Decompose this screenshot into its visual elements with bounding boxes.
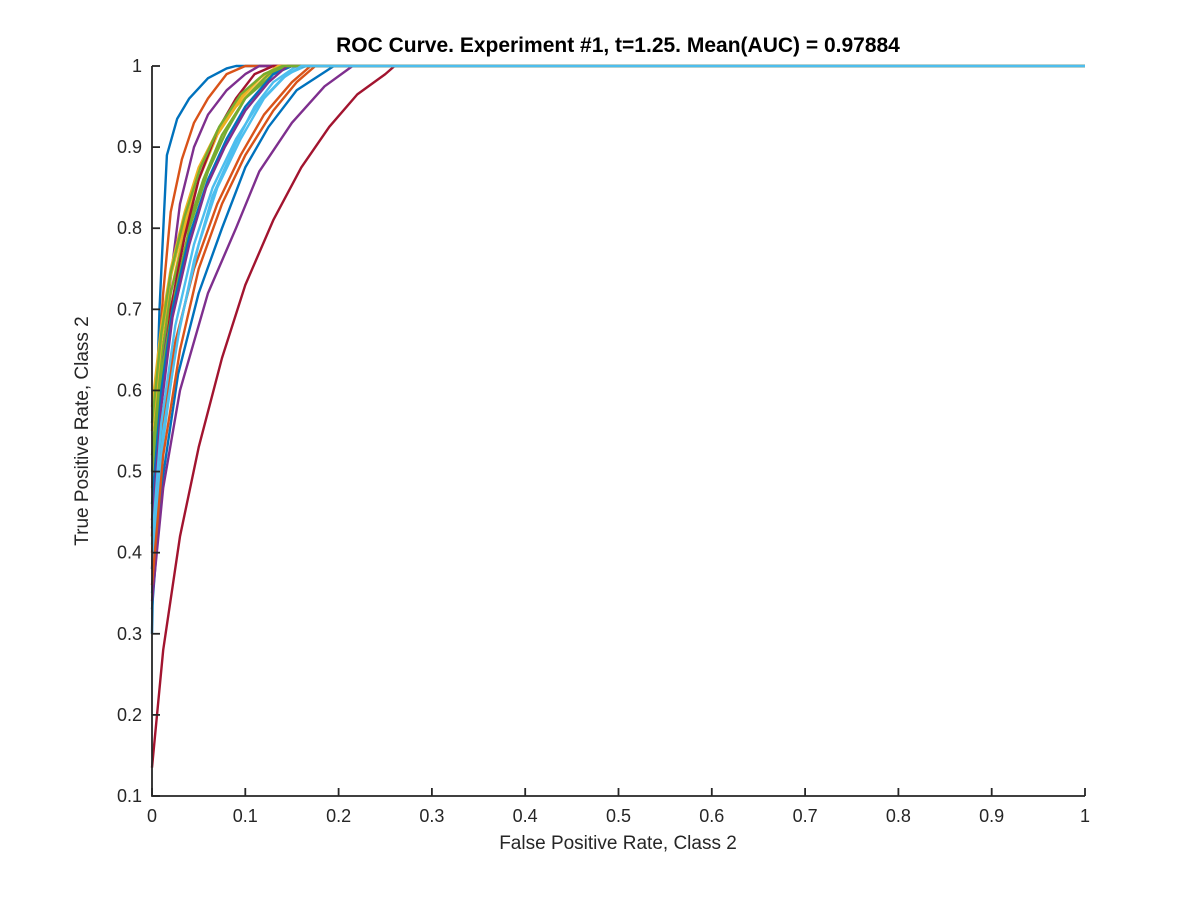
x-tick-label: 0.9	[979, 806, 1004, 826]
roc-curve-15	[150, 64, 1085, 505]
y-tick-label: 0.4	[117, 543, 142, 563]
roc-curve-10	[150, 64, 1085, 432]
x-tick-label: 1	[1080, 806, 1090, 826]
axes-group: 0 0.1 0.2 0.3 0.4 0.5 0.6 0.7 0.8 0.9 10.10.20.30.…	[117, 56, 1090, 826]
roc-curve-3	[150, 64, 1085, 488]
y-tick-label: 0.3	[117, 624, 142, 644]
x-tick-label: 0.5	[606, 806, 631, 826]
y-tick-label: 0.2	[117, 705, 142, 725]
axes-spines	[151, 66, 1085, 797]
y-tick-label: 0.5	[117, 462, 142, 482]
x-tick-label: 0.6	[699, 806, 724, 826]
y-tick-label: 0.6	[117, 380, 142, 400]
x-tick-label: 0.1	[233, 806, 258, 826]
roc-curve-20	[150, 64, 1085, 545]
x-tick-label: 0	[147, 806, 157, 826]
roc-curve-16	[150, 64, 1085, 586]
y-tick-label: 0.7	[117, 299, 142, 319]
y-tick-label: 0.8	[117, 218, 142, 238]
roc-curve-8	[150, 64, 1085, 610]
roc-curve-9	[150, 64, 1085, 553]
roc-curve-4	[150, 64, 1085, 569]
roc-curve-13	[150, 64, 1085, 569]
roc-curve-19	[150, 64, 1085, 424]
x-tick-label: 0.7	[793, 806, 818, 826]
x-tick-label: 0.8	[886, 806, 911, 826]
roc-curve-14	[150, 64, 1085, 768]
x-axis-label: False Positive Rate, Class 2	[499, 833, 737, 854]
roc-curve-12	[150, 64, 1085, 472]
roc-curve-7	[150, 64, 1085, 521]
y-axis-label: True Positive Rate, Class 2	[72, 316, 93, 546]
chart-title: ROC Curve. Experiment #1, t=1.25. Mean(A…	[336, 34, 900, 57]
y-tick-label: 0.9	[117, 137, 142, 157]
roc-curve-6	[150, 64, 1085, 594]
x-tick-label: 0.3	[419, 806, 444, 826]
roc-curve-2	[150, 64, 1085, 537]
y-tick-label: 1	[132, 56, 142, 76]
roc-curve-18	[150, 64, 1085, 529]
x-tick-label: 0.2	[326, 806, 351, 826]
roc-curve-11	[150, 64, 1085, 602]
y-tick-label: 0.1	[117, 786, 142, 806]
x-tick-label: 0.4	[513, 806, 538, 826]
roc-curve-1	[150, 64, 1085, 634]
roc-curves-group	[150, 64, 1085, 768]
roc-curve-17	[150, 64, 1085, 407]
